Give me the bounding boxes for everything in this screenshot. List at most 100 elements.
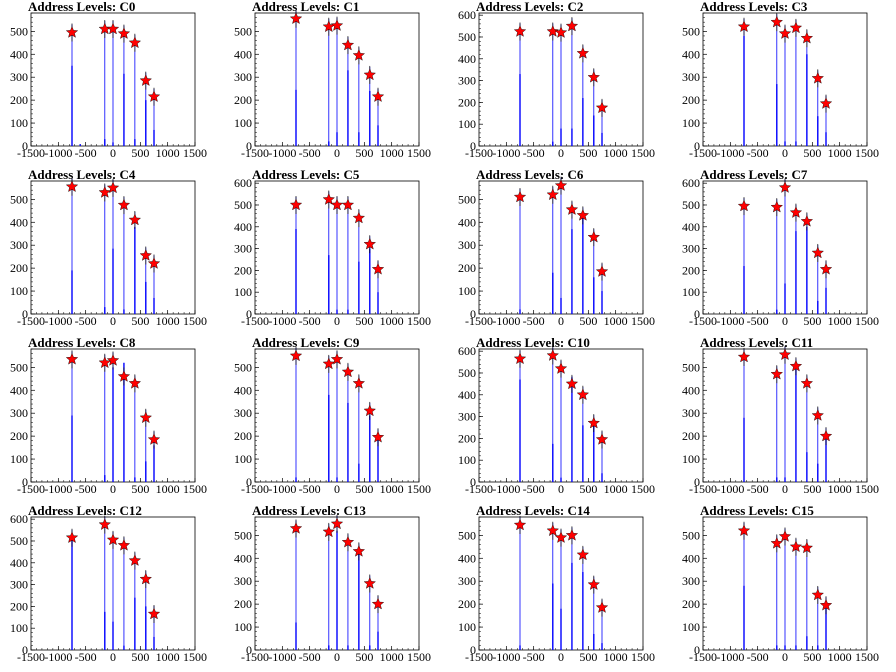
peak-marker xyxy=(819,598,833,611)
x-tick-label: 1000 xyxy=(828,314,852,328)
y-tick-label: 300 xyxy=(682,574,700,588)
histogram-svg: Address Levels: C80100200300400500-1500-… xyxy=(10,335,207,496)
y-tick-label: 600 xyxy=(458,8,476,22)
peak-marker xyxy=(352,376,366,389)
y-tick-label: 0 xyxy=(694,475,700,489)
x-tick-label: 1500 xyxy=(183,314,207,328)
x-tick-label: -1500 xyxy=(689,146,717,160)
x-tick-label: -500 xyxy=(747,482,769,496)
y-tick-label: 500 xyxy=(234,198,252,212)
x-tick-label: -1500 xyxy=(465,650,493,664)
peak-marker xyxy=(289,349,303,362)
x-tick-label: 1000 xyxy=(156,482,180,496)
x-tick-label: -1500 xyxy=(241,482,269,496)
histogram-panel: Address Levels: C6 0 100 200 300 400 500 -1500-… xyxy=(448,167,672,336)
y-tick-label: 600 xyxy=(682,176,700,190)
peak-marker xyxy=(546,524,560,537)
x-tick-label: 0 xyxy=(334,146,340,160)
panel-title: Address Levels: C10 xyxy=(476,335,590,350)
peak-marker xyxy=(737,524,751,537)
x-tick-label: -500 xyxy=(747,146,769,160)
y-tick-label: 0 xyxy=(22,307,28,321)
x-tick-label: 0 xyxy=(110,482,116,496)
x-tick-label: 1000 xyxy=(156,650,180,664)
x-tick-label: 1500 xyxy=(631,146,655,160)
y-tick-label: 300 xyxy=(458,410,476,424)
peak-marker xyxy=(811,588,825,601)
y-tick-label: 100 xyxy=(682,452,700,466)
peak-marker xyxy=(737,20,751,33)
x-tick-label: -1000 xyxy=(44,314,72,328)
x-tick-label: 1000 xyxy=(380,146,404,160)
peak-marker xyxy=(117,369,131,382)
histogram-panel: Address Levels: C0 0 100 200 300 400 500 -1500-… xyxy=(0,0,224,168)
peak-marker xyxy=(513,24,527,37)
y-tick-label: 400 xyxy=(458,551,476,565)
peak-marker xyxy=(65,25,79,38)
y-tick-label: 400 xyxy=(234,220,252,234)
peak-marker xyxy=(117,198,131,211)
panel-title: Address Levels: C3 xyxy=(700,0,808,14)
histogram-panel: Address Levels: C11 0 100 200 300 400 500 -1500… xyxy=(672,335,896,504)
histogram-panel: Address Levels: C12 0 100 200 300 400 500 600 -1… xyxy=(0,503,224,672)
x-tick-label: 0 xyxy=(782,314,788,328)
panel-title: Address Levels: C9 xyxy=(252,335,360,350)
peak-marker xyxy=(363,68,377,81)
x-tick-label: 1000 xyxy=(828,146,852,160)
y-tick-label: 0 xyxy=(246,307,252,321)
peak-marker xyxy=(363,404,377,417)
x-tick-label: 0 xyxy=(110,314,116,328)
y-tick-label: 500 xyxy=(458,192,476,206)
histogram-svg: Address Levels: C10 0 100 200 300 400 500 600 -1… xyxy=(458,335,655,496)
peak-marker xyxy=(576,208,590,221)
histogram-svg: Address Levels: C7 0 100 200 300 400 500 600 -15… xyxy=(682,167,879,328)
x-tick-label: -1000 xyxy=(268,314,296,328)
histogram-svg: Address Levels: C30100200300400500-1500-… xyxy=(682,0,879,160)
histogram-panel: Address Levels: C7 0 100 200 300 400 500 600 -15… xyxy=(672,167,896,336)
peak-marker xyxy=(770,536,784,549)
y-tick-label: 0 xyxy=(246,475,252,489)
x-tick-label: -1500 xyxy=(465,146,493,160)
peak-marker xyxy=(800,541,814,554)
x-tick-label: -1000 xyxy=(716,314,744,328)
y-tick-label: 200 xyxy=(682,597,700,611)
y-tick-label: 500 xyxy=(10,360,28,374)
y-tick-label: 400 xyxy=(234,47,252,61)
x-tick-label: -1000 xyxy=(716,482,744,496)
peak-marker xyxy=(800,376,814,389)
peak-marker xyxy=(737,199,751,212)
peak-marker xyxy=(800,214,814,227)
peak-marker xyxy=(789,21,803,34)
y-tick-label: 400 xyxy=(458,388,476,402)
panel-title: Address Levels: C14 xyxy=(476,503,590,518)
peak-marker xyxy=(778,180,792,193)
peak-marker xyxy=(117,27,131,39)
y-tick-label: 400 xyxy=(458,52,476,66)
x-tick-label: 0 xyxy=(334,650,340,664)
peak-marker xyxy=(576,548,590,561)
y-tick-label: 200 xyxy=(458,95,476,109)
peak-marker xyxy=(789,206,803,218)
peak-marker xyxy=(371,262,385,275)
peak-marker xyxy=(595,101,609,114)
peak-marker xyxy=(98,356,112,369)
peak-marker xyxy=(595,432,609,445)
y-tick-label: 500 xyxy=(10,24,28,38)
y-tick-label: 500 xyxy=(10,192,28,206)
y-tick-label: 0 xyxy=(22,139,28,153)
peak-marker xyxy=(737,350,751,363)
x-tick-label: -1500 xyxy=(17,650,45,664)
x-tick-label: -500 xyxy=(75,650,97,664)
peak-marker xyxy=(546,348,560,361)
x-tick-label: 1500 xyxy=(855,146,879,160)
x-tick-label: 1000 xyxy=(828,482,852,496)
y-tick-label: 100 xyxy=(682,620,700,634)
histogram-svg: Address Levels: C14 0 100 200 300 400 500 -1500… xyxy=(458,503,655,664)
y-tick-label: 200 xyxy=(458,597,476,611)
y-tick-label: 400 xyxy=(682,383,700,397)
peak-marker xyxy=(811,408,825,421)
x-tick-label: 500 xyxy=(131,146,149,160)
y-tick-label: 0 xyxy=(22,643,28,657)
y-tick-label: 500 xyxy=(458,528,476,542)
